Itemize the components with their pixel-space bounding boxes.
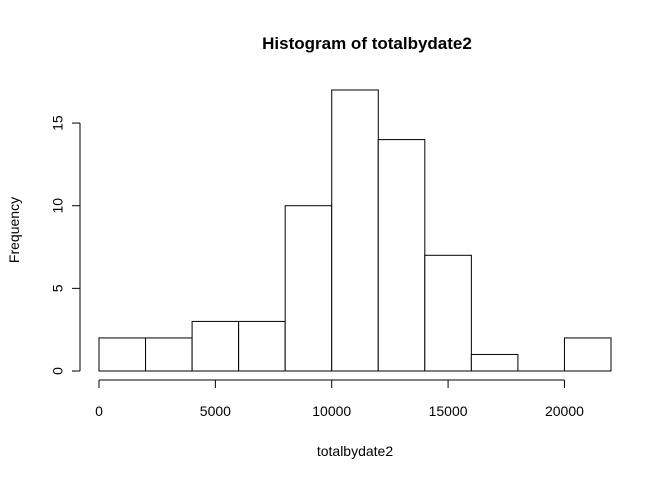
x-tick-label: 10000: [312, 403, 351, 419]
x-tick-label: 15000: [429, 403, 468, 419]
histogram-bar: [331, 89, 379, 372]
histogram-bar: [424, 254, 472, 372]
y-axis: 0 5 10 15: [50, 115, 81, 375]
x-axis: 0 5000 10000 15000 20000: [95, 379, 584, 419]
histogram-bar: [470, 353, 519, 372]
y-tick-label: 5: [50, 284, 66, 292]
x-tick-label: 5000: [200, 403, 231, 419]
histogram-bars: [98, 89, 612, 372]
x-axis-label: totalbydate2: [317, 443, 393, 459]
y-axis-label: Frequency: [6, 197, 22, 263]
histogram-bar: [145, 337, 193, 372]
histogram-bar: [98, 337, 147, 372]
y-tick-label: 0: [50, 367, 66, 375]
histogram-bar: [238, 320, 286, 372]
y-tick-label: 10: [50, 198, 66, 214]
y-tick-label: 15: [50, 115, 66, 131]
histogram-bar: [191, 320, 240, 372]
chart-title: Histogram of totalbydate2: [262, 34, 472, 53]
histogram-bar: [563, 337, 612, 372]
x-tick-label: 20000: [545, 403, 584, 419]
histogram-bar: [377, 139, 426, 372]
histogram-bar: [284, 205, 333, 372]
x-tick-label: 0: [95, 403, 103, 419]
